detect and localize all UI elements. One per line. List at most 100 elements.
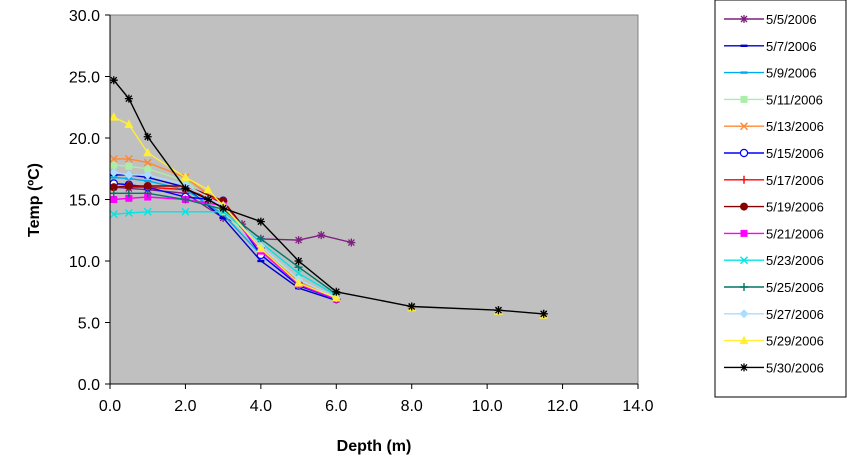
plot-area — [109, 14, 639, 385]
legend-marker — [739, 335, 749, 345]
data-point — [347, 238, 356, 247]
data-point — [180, 172, 190, 181]
legend-label: 5/30/2006 — [766, 360, 824, 375]
data-point — [332, 287, 341, 296]
data-point — [219, 216, 227, 220]
data-point — [110, 176, 118, 179]
legend-item: 5/15/2006 — [724, 146, 824, 161]
y-tick-label: 5.0 — [78, 316, 100, 333]
data-point — [124, 154, 133, 163]
data-point — [181, 195, 190, 204]
data-point — [109, 76, 118, 85]
legend-marker — [740, 122, 748, 131]
legend-marker — [740, 363, 748, 372]
legend-label: 5/7/2006 — [766, 39, 817, 54]
legend: 5/5/2006 5/7/2006 5/9/2006 5/11/2006 5/13/20… — [714, 0, 847, 398]
data-point — [257, 259, 265, 263]
legend-label: 5/25/2006 — [766, 280, 824, 295]
data-point — [219, 204, 228, 213]
data-point — [143, 207, 152, 216]
data-point — [109, 189, 118, 198]
series-line — [113, 211, 337, 297]
series-line — [113, 158, 337, 299]
legend-label: 5/13/2006 — [766, 119, 824, 134]
data-point — [317, 231, 326, 240]
legend-label: 5/11/2006 — [766, 92, 823, 107]
data-point — [124, 170, 134, 180]
legend-label: 5/17/2006 — [766, 173, 824, 188]
data-point — [331, 292, 341, 302]
legend-marker — [740, 283, 748, 291]
data-point — [124, 181, 133, 190]
data-point — [125, 162, 133, 170]
data-point — [143, 181, 152, 190]
legend-marker — [740, 175, 748, 184]
legend-label: 5/29/2006 — [766, 334, 824, 349]
series-line — [113, 79, 544, 315]
legend-marker — [740, 202, 748, 211]
data-point — [143, 147, 153, 157]
data-point — [539, 309, 548, 318]
data-point — [143, 189, 152, 198]
y-tick-label: 25.0 — [69, 70, 100, 87]
y-tick-label: 20.0 — [69, 131, 100, 148]
legend-item: 5/7/2006 — [724, 39, 817, 54]
legend-item: 5/27/2006 — [724, 307, 824, 322]
legend-item: 5/25/2006 — [724, 280, 824, 295]
y-tick-label: 10.0 — [69, 254, 100, 271]
x-tick-label: 12.0 — [547, 398, 578, 415]
legend-label: 5/15/2006 — [766, 146, 824, 161]
legend-item: 5/13/2006 — [724, 119, 824, 134]
x-tick-label: 10.0 — [472, 398, 503, 415]
data-point — [124, 119, 134, 128]
x-tick-label: 8.0 — [401, 398, 423, 415]
y-tick-label: 0.0 — [78, 377, 100, 394]
data-point — [109, 210, 118, 219]
legend-marker — [740, 95, 748, 103]
x-tick-label: 2.0 — [174, 398, 196, 415]
data-point — [143, 132, 152, 141]
legend-label: 5/19/2006 — [766, 200, 824, 215]
legend-item: 5/9/2006 — [724, 66, 817, 81]
x-tick-label: 0.0 — [99, 398, 121, 415]
legend-marker — [740, 15, 748, 23]
legend-marker — [739, 309, 749, 319]
legend-label: 5/21/2006 — [766, 226, 824, 241]
legend-entries: 5/5/2006 5/7/2006 5/9/2006 5/11/2006 5/13/20… — [724, 12, 824, 375]
data-point — [204, 195, 213, 204]
data-point — [109, 167, 119, 177]
data-point — [294, 269, 303, 278]
ticks-layer: 0.0 2.0 4.0 6.0 8.0 10.0 12.0 14.0 0.0 5.0 10.0 15.… — [69, 8, 654, 415]
legend-item: 5/11/2006 — [724, 92, 823, 107]
legend-item: 5/23/2006 — [724, 253, 824, 268]
data-point — [294, 278, 304, 287]
legend-box — [714, 0, 847, 398]
data-point — [110, 196, 118, 203]
legend-item: 5/19/2006 — [724, 200, 824, 215]
data-point — [124, 209, 133, 218]
data-point — [256, 217, 265, 226]
legend-marker — [740, 71, 748, 74]
data-point — [181, 184, 190, 193]
x-axis-title: Depth (m) — [337, 438, 412, 455]
data-point — [294, 257, 303, 265]
data-point — [143, 170, 153, 180]
data-point — [256, 234, 265, 243]
data-point — [110, 161, 118, 169]
y-tick-label: 30.0 — [69, 8, 100, 25]
legend-item: 5/17/2006 — [724, 173, 824, 188]
data-point — [125, 194, 133, 202]
data-point — [256, 243, 266, 253]
data-point — [144, 165, 152, 173]
data-point — [109, 183, 118, 192]
deep-points — [407, 302, 549, 319]
x-tick-label: 6.0 — [325, 398, 347, 415]
legend-item: 5/5/2006 — [724, 12, 817, 27]
legend-marker — [740, 229, 748, 237]
legend-label: 5/27/2006 — [766, 307, 824, 322]
legend-item: 5/29/2006 — [724, 334, 824, 349]
data-point — [407, 302, 416, 311]
legend-label: 5/23/2006 — [766, 253, 824, 268]
legend-label: 5/9/2006 — [766, 66, 817, 81]
